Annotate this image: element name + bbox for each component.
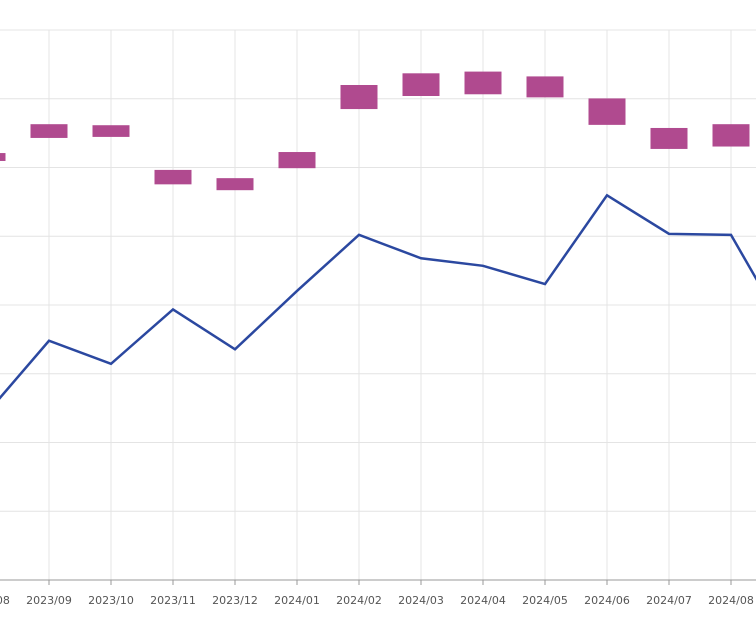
x-tick-label: 2023/08 — [0, 594, 10, 607]
x-tick-label: 2024/07 — [646, 594, 692, 607]
x-tick-label: 2023/09 — [26, 594, 72, 607]
line-series — [0, 193, 756, 400]
x-tick-label: 2024/08 — [708, 594, 754, 607]
floating-bar — [712, 124, 750, 147]
floating-bar — [92, 125, 130, 137]
x-tick-label: 2023/10 — [88, 594, 134, 607]
x-tick-label: 2024/05 — [522, 594, 568, 607]
x-axis: 2023/08 2023/09 2023/10 2023/11 2023/12 2024/… — [0, 579, 756, 607]
grid — [0, 29, 756, 580]
x-tick-label: 2023/12 — [212, 594, 258, 607]
floating-bar — [464, 71, 502, 95]
floating-bar — [216, 178, 254, 191]
x-tick-label: 2024/02 — [336, 594, 382, 607]
floating-bar — [154, 169, 192, 185]
floating-bar — [526, 76, 564, 98]
series-line — [0, 193, 756, 400]
floating-bar — [402, 73, 440, 96]
floating-bar — [278, 152, 316, 169]
floating-bar-series — [0, 71, 750, 191]
floating-bar — [650, 127, 688, 149]
x-tick-label: 2024/04 — [460, 594, 506, 607]
x-tick-label: 2023/11 — [150, 594, 196, 607]
x-tick-label: 2024/06 — [584, 594, 630, 607]
x-tick-label: 2024/01 — [274, 594, 320, 607]
floating-bar — [340, 85, 378, 110]
x-tick-label: 2024/03 — [398, 594, 444, 607]
floating-bar — [0, 153, 6, 161]
floating-bar — [588, 98, 626, 125]
floating-bar — [30, 124, 68, 138]
